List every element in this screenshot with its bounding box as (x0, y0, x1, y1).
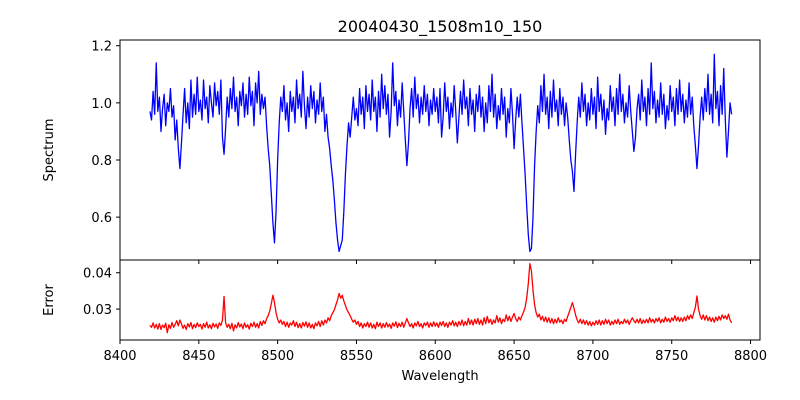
error-y-ticks: 0.03 0.04 (83, 267, 120, 318)
error-line (149, 262, 733, 334)
error-panel: 0.03 0.04 8400 8450 8500 8550 8600 8650 8700 875… (42, 259, 767, 364)
error-x-tick-label: 8800 (734, 349, 767, 364)
x-axis-label: Wavelength (401, 369, 478, 384)
error-x-tick-label: 8550 (340, 349, 373, 364)
error-x-tick-label: 8500 (261, 349, 294, 364)
spectrum-y-axis-label: Spectrum (42, 119, 57, 182)
error-axes-frame (119, 259, 761, 341)
spectrum-y-tick-label: 0.6 (91, 211, 112, 226)
error-y-tick-label: 0.03 (83, 303, 112, 318)
spectrum-line (149, 53, 733, 253)
error-x-ticks: 8400 8450 8500 8550 8600 8650 8700 8750 8800 (103, 340, 767, 364)
spectrum-y-ticks: 0.6 0.8 1.0 1.2 (91, 40, 120, 226)
spectrum-y-tick-label: 1.0 (91, 97, 112, 112)
error-x-tick-label: 8600 (419, 349, 452, 364)
chart-title: 20040430_1508m10_150 (338, 17, 543, 37)
error-y-tick-label: 0.04 (83, 267, 112, 282)
spectrum-y-tick-label: 1.2 (91, 40, 112, 55)
error-y-axis-label: Error (42, 284, 57, 316)
spectrum-y-tick-label: 0.8 (91, 154, 112, 169)
error-x-tick-label: 8450 (182, 349, 215, 364)
error-x-tick-label: 8400 (103, 349, 136, 364)
error-x-tick-label: 8750 (655, 349, 688, 364)
error-x-tick-label: 8700 (576, 349, 609, 364)
error-x-tick-label: 8650 (498, 349, 531, 364)
